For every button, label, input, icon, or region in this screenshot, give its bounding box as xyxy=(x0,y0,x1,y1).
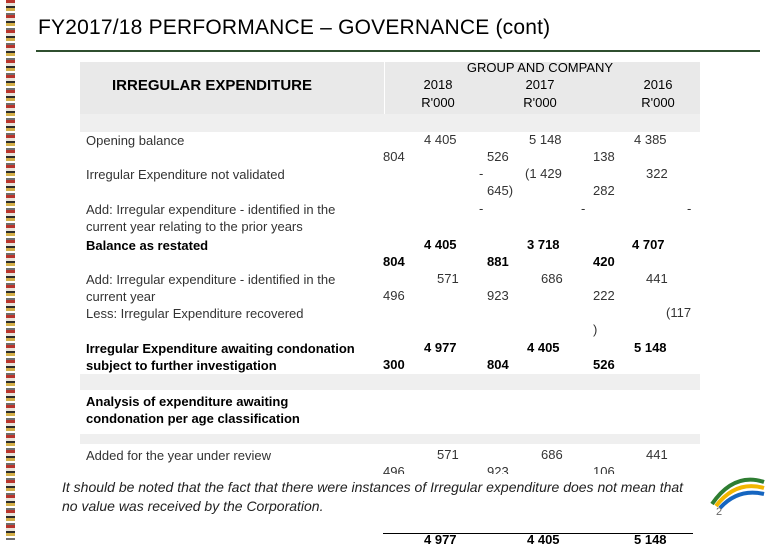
row-label-balance-restated: Balance as restated xyxy=(86,238,209,253)
row-band xyxy=(80,434,700,444)
unit-2016: R'000 xyxy=(641,95,675,110)
table-heading: IRREGULAR EXPENDITURE xyxy=(112,77,313,94)
total-rule xyxy=(383,533,693,534)
page-number: 2 xyxy=(716,506,723,518)
slide-title: FY2017/18 PERFORMANCE – GOVERNANCE (cont… xyxy=(38,16,551,39)
cell-2016-recovered-cont: ) xyxy=(593,322,598,337)
cell-2016-prior-years: - xyxy=(687,201,692,216)
cell-2016-restated: 4 707 xyxy=(632,237,665,252)
cell-2017-restated-cont: 881 xyxy=(487,254,509,269)
cell-2017-opening-cont: 526 xyxy=(487,149,509,164)
unit-2017: R'000 xyxy=(523,95,557,110)
unit-2018: R'000 xyxy=(421,95,455,110)
header-right-cell xyxy=(385,62,700,114)
row-label-opening-balance: Opening balance xyxy=(86,133,185,148)
cell-2018-current-year: 571 xyxy=(437,271,459,286)
cell-2018-restated: 4 405 xyxy=(424,237,457,252)
cell-2018-not-validated: - xyxy=(479,166,484,181)
cell-2016-opening: 4 385 xyxy=(634,132,667,147)
cell-2016-not-validated: 322 xyxy=(646,166,668,181)
cell-2018-current-year-cont: 496 xyxy=(383,288,405,303)
cell-2017-not-validated-cont: 645) xyxy=(487,183,514,198)
cell-2018-prior-years: - xyxy=(479,201,484,216)
cell-2017-awaiting: 4 405 xyxy=(527,340,560,355)
cell-2016-current-year-cont: 222 xyxy=(593,288,615,303)
row-label-identified-current-year: Add: Irregular expenditure - identified … xyxy=(86,272,336,304)
cell-2017-restated: 3 718 xyxy=(527,237,560,252)
cell-2018-opening-cont: 804 xyxy=(383,149,405,164)
cell-2016-awaiting-cont: 526 xyxy=(593,357,615,372)
cell-2018-opening: 4 405 xyxy=(424,132,457,147)
cell-2016-not-validated-cont: 282 xyxy=(593,183,615,198)
cell-2017-current-year-cont: 923 xyxy=(487,288,509,303)
cell-2016-opening-cont: 138 xyxy=(593,149,615,164)
row-band xyxy=(80,374,700,390)
row-label-analysis-heading: Analysis of expenditure awaiting condona… xyxy=(86,394,300,426)
row-label-recovered: Less: Irregular Expenditure recovered xyxy=(86,306,304,321)
cell-2017-added: 686 xyxy=(541,447,563,462)
cell-2018-awaiting-cont: 300 xyxy=(383,357,405,372)
header-left-cell xyxy=(80,62,384,114)
row-label-added-for-year: Added for the year under review xyxy=(86,448,271,463)
cell-2018-added: 571 xyxy=(437,447,459,462)
row-label-not-validated: Irregular Expenditure not validated xyxy=(86,167,285,182)
cell-2017-awaiting-cont: 804 xyxy=(487,357,509,372)
row-label-identified-prior-years: Add: Irregular expenditure - identified … xyxy=(86,202,336,234)
year-2016-heading: 2016 xyxy=(643,77,673,92)
cell-2017-current-year: 686 xyxy=(541,271,563,286)
cell-2016-recovered: (117 xyxy=(666,305,692,320)
year-2018-heading: 2018 xyxy=(423,77,453,92)
row-band xyxy=(80,114,700,132)
cell-2016-restated-cont: 420 xyxy=(593,254,615,269)
title-rule xyxy=(36,50,760,52)
footnote-callout: It should be noted that the fact that th… xyxy=(52,474,712,524)
year-2017-heading: 2017 xyxy=(525,77,555,92)
group-and-company-heading: GROUP AND COMPANY xyxy=(466,60,614,75)
cell-2017-opening: 5 148 xyxy=(529,132,562,147)
decorative-side-stripe xyxy=(6,0,15,540)
row-label-awaiting-condonation: Irregular Expenditure awaiting condonati… xyxy=(86,341,355,373)
cell-2017-prior-years: - xyxy=(581,201,586,216)
cell-2018-awaiting: 4 977 xyxy=(424,340,457,355)
cell-2016-awaiting: 5 148 xyxy=(634,340,667,355)
corporation-logo-icon xyxy=(710,477,765,510)
cell-2016-added: 441 xyxy=(646,447,668,462)
cell-2018-restated-cont: 804 xyxy=(383,254,405,269)
cell-2017-not-validated: (1 429 xyxy=(525,166,562,181)
cell-2016-current-year: 441 xyxy=(646,271,668,286)
